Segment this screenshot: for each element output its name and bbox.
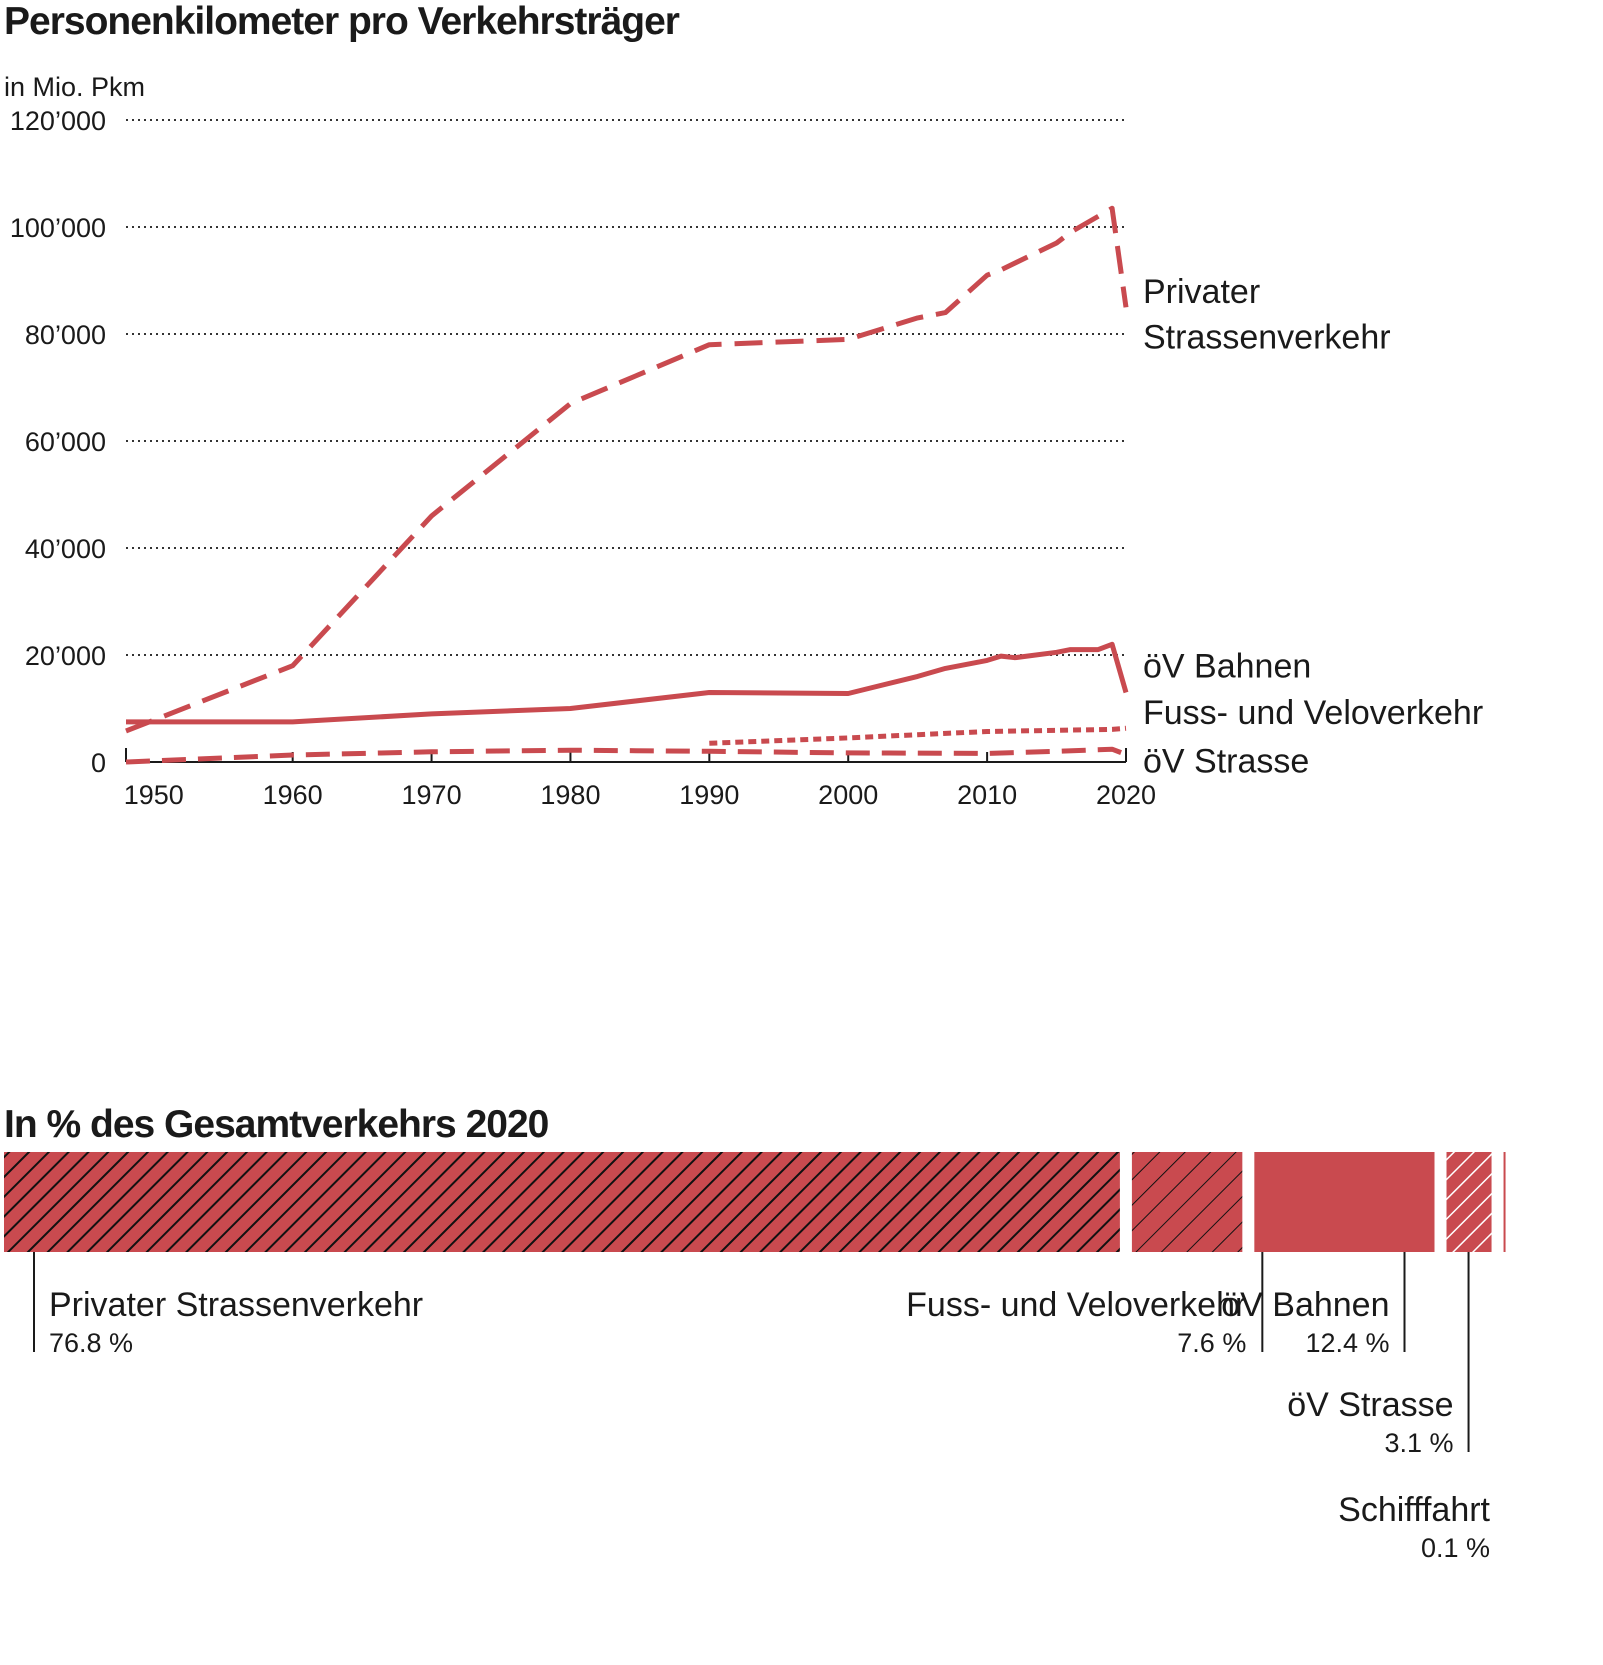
segment-name-fuss-und-veloverkehr: Fuss- und Veloverkehr [906, 1286, 1246, 1324]
y-tick-label: 120’000 [10, 106, 106, 136]
chart-title: Personenkilometer pro Verkehrsträger [4, 0, 680, 43]
bar-segment-privater-strassenverkehr [4, 1152, 1120, 1252]
segment-name-privater-strassenverkehr: Privater Strassenverkehr [49, 1286, 423, 1324]
x-tick-label: 1990 [679, 780, 739, 810]
bar-segment--v-bahnen [1254, 1152, 1435, 1252]
x-tick-label: 2020 [1096, 780, 1156, 810]
bar-segment--v-strasse [1446, 1152, 1492, 1252]
y-tick-label: 60’000 [25, 427, 106, 457]
segment-value-privater-strassenverkehr: 76.8 % [49, 1328, 133, 1358]
series-label--v-bahnen: öV Bahnen [1143, 648, 1311, 686]
segment-name--v-bahnen: öV Bahnen [1221, 1286, 1389, 1324]
share-chart-title: In % des Gesamtverkehrs 2020 [4, 1103, 549, 1146]
series-line-fuss-und-veloverkehr [709, 725, 1127, 746]
series-label-fuss-und-veloverkehr: Fuss- und Veloverkehr [1143, 694, 1483, 732]
series-label-privater-strassenverkehr: Privater [1143, 273, 1260, 311]
series-line--v-strasse [125, 746, 1127, 765]
share-bar-chart: Privater Strassenverkehr 76.8 % Fuss- und … [4, 1152, 1506, 1563]
x-tick-label: 1970 [402, 780, 462, 810]
series-line--v-bahnen [126, 641, 1129, 725]
segment-name-schifffahrt: Schifffahrt [1338, 1491, 1490, 1529]
x-tick-label: 2010 [957, 780, 1017, 810]
segment-value-schifffahrt: 0.1 % [1421, 1533, 1490, 1563]
x-tick-label: 1950 [124, 780, 184, 810]
y-axis-unit-label: in Mio. Pkm [4, 72, 146, 102]
segment-value--v-bahnen: 12.4 % [1305, 1328, 1389, 1358]
x-tick-label: 1960 [263, 780, 323, 810]
y-tick-label: 20’000 [25, 641, 106, 671]
segment-name--v-strasse: öV Strasse [1287, 1386, 1453, 1424]
line-chart: 0 20’000 40’000 60’000 80’000 100’000 120’000 1… [10, 106, 1483, 810]
series-label--v-strasse: öV Strasse [1143, 743, 1309, 781]
x-tick-label: 1980 [540, 780, 600, 810]
x-tick-label: 2000 [818, 780, 878, 810]
segment-value--v-strasse: 3.1 % [1385, 1428, 1454, 1458]
y-tick-label: 100’000 [10, 213, 106, 243]
bar-segment-fuss-und-veloverkehr [1131, 1152, 1243, 1252]
y-tick-label: 80’000 [25, 320, 106, 350]
y-tick-label: 0 [91, 748, 106, 778]
y-tick-label: 40’000 [25, 534, 106, 564]
series-line-privater-strassenverkehr [125, 205, 1129, 734]
series-label-privater-strassenverkehr: Strassenverkehr [1143, 319, 1391, 357]
bar-segment-schifffahrt [1503, 1152, 1506, 1252]
segment-value-fuss-und-veloverkehr: 7.6 % [1177, 1328, 1246, 1358]
